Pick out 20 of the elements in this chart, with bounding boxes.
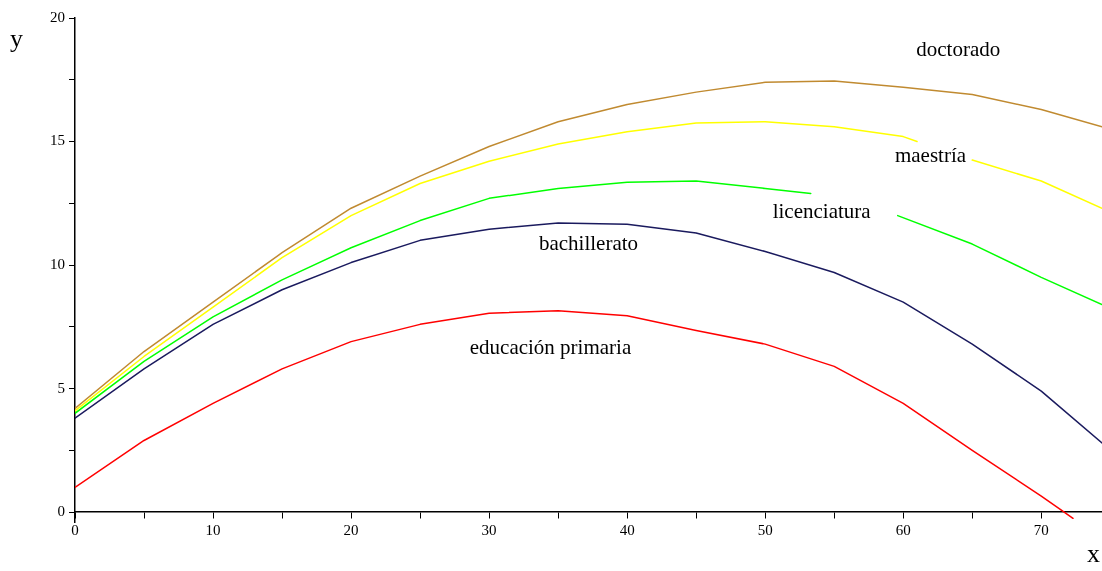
x-tick-label: 30 — [481, 522, 497, 539]
y-axis-title: y — [10, 23, 23, 53]
x-tick-label: 0 — [71, 522, 79, 539]
y-tick-label: 15 — [50, 132, 65, 149]
x-tick-label: 50 — [757, 522, 773, 539]
y-tick-label: 5 — [57, 379, 65, 396]
series-label: licenciatura — [772, 198, 872, 223]
series-label: maestría — [894, 143, 967, 168]
x-tick-label: 40 — [619, 522, 635, 539]
series-label: educación primaria — [469, 334, 632, 359]
series-label: bachillerato — [538, 231, 639, 256]
y-tick-label: 20 — [50, 8, 65, 25]
x-tick-label: 10 — [205, 522, 221, 539]
x-tick-label: 70 — [1033, 522, 1049, 539]
x-tick-label: 20 — [343, 522, 359, 539]
x-tick-label: 60 — [895, 522, 911, 539]
y-tick-label: 0 — [57, 503, 65, 520]
x-axis-title: x — [1087, 538, 1100, 568]
series-label: doctorado — [916, 37, 1001, 62]
y-tick-label: 10 — [50, 256, 65, 272]
